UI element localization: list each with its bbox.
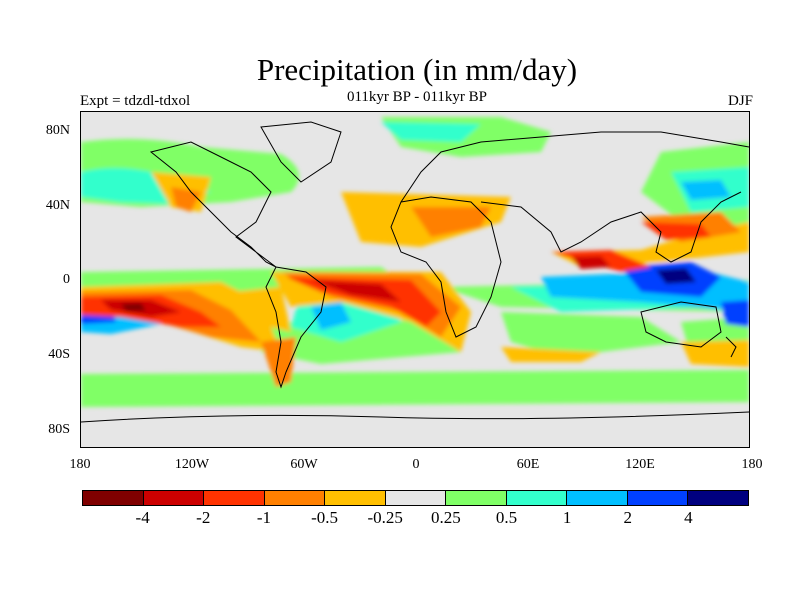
colorbar-swatch xyxy=(204,491,265,505)
colorbar-label: 2 xyxy=(623,508,632,527)
colorbar-swatch xyxy=(385,491,447,505)
lon-label-0: 0 xyxy=(412,457,420,472)
lat-label-80s: 80S xyxy=(48,422,70,437)
precipitation-map xyxy=(81,117,749,423)
colorbar-label: -0.25 xyxy=(367,508,403,527)
map-title: Precipitation (in mm/day) xyxy=(256,52,578,87)
lon-label-60e: 60E xyxy=(516,457,540,472)
colorbar-swatch xyxy=(325,491,386,505)
colorbar-swatch xyxy=(264,491,326,505)
colorbar-swatch xyxy=(143,491,205,505)
colorbar-label: -2 xyxy=(196,508,211,527)
colorbar-label: -1 xyxy=(256,508,271,527)
lon-label-60w: 60W xyxy=(290,457,318,472)
colorbar-label: -4 xyxy=(135,508,150,527)
lat-label-40n: 40N xyxy=(45,198,70,213)
coastline xyxy=(81,121,749,423)
colorbar-swatch xyxy=(446,491,507,505)
colorbar-label: 0.5 xyxy=(495,508,518,527)
lon-label-120w: 120W xyxy=(174,457,210,472)
colorbar-label: -0.5 xyxy=(311,508,338,527)
colorbar-swatch xyxy=(627,491,689,505)
colorbar-swatch xyxy=(688,491,749,505)
colorbar-label: 4 xyxy=(684,508,693,527)
colorbar-swatch xyxy=(567,491,628,505)
precipitation-field xyxy=(81,117,749,407)
lon-label-180e: 180 xyxy=(741,457,763,472)
lon-label-180w: 180 xyxy=(69,457,91,472)
experiment-label: Expt = tdzdl-tdxol xyxy=(80,93,191,109)
lon-label-120e: 120E xyxy=(625,457,655,472)
period-label: 011kyr BP - 011kyr BP xyxy=(346,89,487,105)
colorbar-swatch xyxy=(506,491,568,505)
lat-label-80n: 80N xyxy=(45,123,70,138)
colorbar-label: 0.25 xyxy=(430,508,461,527)
colorbar-label: 1 xyxy=(562,508,572,527)
map-plot-area xyxy=(80,111,750,448)
colorbar xyxy=(82,490,749,506)
colorbar-swatch xyxy=(83,491,144,505)
lat-label-40s: 40S xyxy=(48,347,70,362)
lat-label-0: 0 xyxy=(63,272,70,287)
season-label: DJF xyxy=(727,93,753,109)
